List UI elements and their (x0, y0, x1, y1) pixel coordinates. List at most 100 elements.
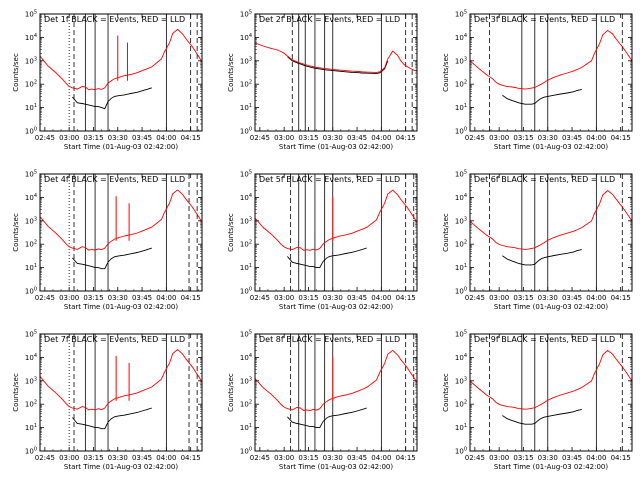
x-tick-label: 04:15 (611, 134, 631, 142)
y-tick-label: 101 (455, 103, 467, 112)
y-tick-label-exp: 4 (249, 33, 252, 39)
y-tick-label: 100 (240, 287, 252, 296)
y-tick-label: 100 (240, 447, 252, 456)
y-axis-title: Counts/sec (12, 53, 20, 92)
y-tick-label-base: 10 (455, 401, 464, 409)
plot-frame (469, 173, 633, 292)
y-tick-label: 104 (25, 33, 37, 42)
y-tick-label-base: 10 (240, 217, 249, 225)
y-tick-label-base: 10 (240, 11, 249, 19)
y-tick-label: 105 (455, 330, 467, 339)
series-lld-line (254, 42, 418, 73)
y-tick-label-base: 10 (25, 354, 34, 362)
y-tick-label-base: 10 (25, 81, 34, 89)
y-tick-label-base: 10 (25, 401, 34, 409)
y-tick-label-exp: 0 (464, 447, 467, 453)
y-tick-label: 104 (240, 193, 252, 202)
y-tick-label-exp: 1 (249, 103, 252, 109)
series-events-line (72, 87, 152, 110)
y-tick-label-exp: 0 (464, 287, 467, 293)
y-tick-label: 103 (240, 56, 252, 65)
y-tick-label: 102 (455, 80, 467, 89)
y-tick-label: 103 (25, 56, 37, 65)
y-tick-label-exp: 4 (464, 33, 467, 39)
x-axis-title: Start Time (01-Aug-03 02:42:00) (64, 143, 178, 151)
x-tick-label: 03:00 (59, 294, 79, 302)
y-tick-label-exp: 3 (34, 56, 37, 62)
x-tick-label: 03:15 (298, 294, 318, 302)
panel-title: Det 8f BLACK = Events, RED = LLD (259, 335, 400, 344)
x-tick-label: 03:45 (562, 294, 582, 302)
x-tick-label: 03:00 (489, 294, 509, 302)
y-tick-label-base: 10 (25, 194, 34, 202)
x-tick-label: 02:45 (465, 294, 485, 302)
y-tick-label: 104 (240, 33, 252, 42)
plot-frame (469, 333, 633, 452)
panel-title: Det 1f BLACK = Events, RED = LLD (44, 15, 185, 24)
x-tick-label: 04:15 (181, 294, 201, 302)
y-tick-label-exp: 0 (34, 447, 37, 453)
plot-frame (254, 173, 418, 292)
y-tick-label-exp: 4 (249, 353, 252, 359)
y-tick-label: 101 (240, 103, 252, 112)
x-tick-label: 03:15 (513, 134, 533, 142)
y-tick-label: 105 (25, 10, 37, 19)
y-tick-label: 103 (455, 216, 467, 225)
y-axis-title: Counts/sec (442, 213, 450, 252)
y-tick-label-exp: 1 (464, 423, 467, 429)
y-tick-label-base: 10 (240, 81, 249, 89)
y-tick-label-exp: 1 (249, 423, 252, 429)
y-tick-label-exp: 3 (464, 56, 467, 62)
y-tick-label-base: 10 (25, 424, 34, 432)
y-tick-label-base: 10 (455, 377, 464, 385)
x-tick-label: 03:15 (83, 134, 103, 142)
y-tick-label-exp: 2 (249, 240, 252, 246)
x-tick-label: 03:30 (538, 294, 558, 302)
y-tick-label-exp: 3 (464, 216, 467, 222)
y-axis-title: Counts/sec (12, 373, 20, 412)
x-tick-label: 03:30 (538, 134, 558, 142)
y-tick-label-base: 10 (240, 57, 249, 65)
x-tick-label: 03:45 (347, 454, 367, 462)
y-tick-label-exp: 0 (34, 287, 37, 293)
y-tick-label: 104 (25, 193, 37, 202)
x-tick-label: 03:00 (489, 134, 509, 142)
y-tick-label-exp: 3 (249, 216, 252, 222)
y-tick-label-base: 10 (240, 331, 249, 339)
x-tick-label: 03:15 (513, 454, 533, 462)
y-tick-label-exp: 0 (249, 447, 252, 453)
y-tick-label-exp: 3 (249, 56, 252, 62)
series-events-line (72, 407, 152, 430)
y-tick-label: 105 (455, 170, 467, 179)
x-tick-label: 03:30 (108, 294, 128, 302)
y-tick-label: 102 (455, 400, 467, 409)
y-tick-label-base: 10 (455, 171, 464, 179)
x-axis-title: Start Time (01-Aug-03 02:42:00) (64, 463, 178, 471)
x-axis-title: Start Time (01-Aug-03 02:42:00) (279, 463, 393, 471)
y-tick-label-base: 10 (25, 11, 34, 19)
y-tick-label-base: 10 (240, 194, 249, 202)
y-tick-label-exp: 5 (34, 10, 37, 16)
y-tick-label: 104 (455, 33, 467, 42)
y-tick-label: 105 (25, 170, 37, 179)
series-lld-line (254, 189, 418, 251)
x-tick-label: 03:30 (108, 134, 128, 142)
panel-title: Det 7f BLACK = Events, RED = LLD (44, 335, 185, 344)
y-tick-label: 104 (455, 193, 467, 202)
y-tick-label-exp: 4 (34, 33, 37, 39)
x-tick-label: 04:15 (181, 454, 201, 462)
y-tick-label-exp: 0 (249, 127, 252, 133)
x-tick-label: 03:30 (538, 454, 558, 462)
y-tick-label: 101 (240, 263, 252, 272)
x-tick-label: 04:00 (371, 294, 391, 302)
y-tick-label: 104 (25, 353, 37, 362)
x-tick-label: 04:15 (611, 294, 631, 302)
y-tick-label-base: 10 (455, 128, 464, 136)
y-tick-label-base: 10 (25, 171, 34, 179)
y-tick-label-base: 10 (240, 354, 249, 362)
